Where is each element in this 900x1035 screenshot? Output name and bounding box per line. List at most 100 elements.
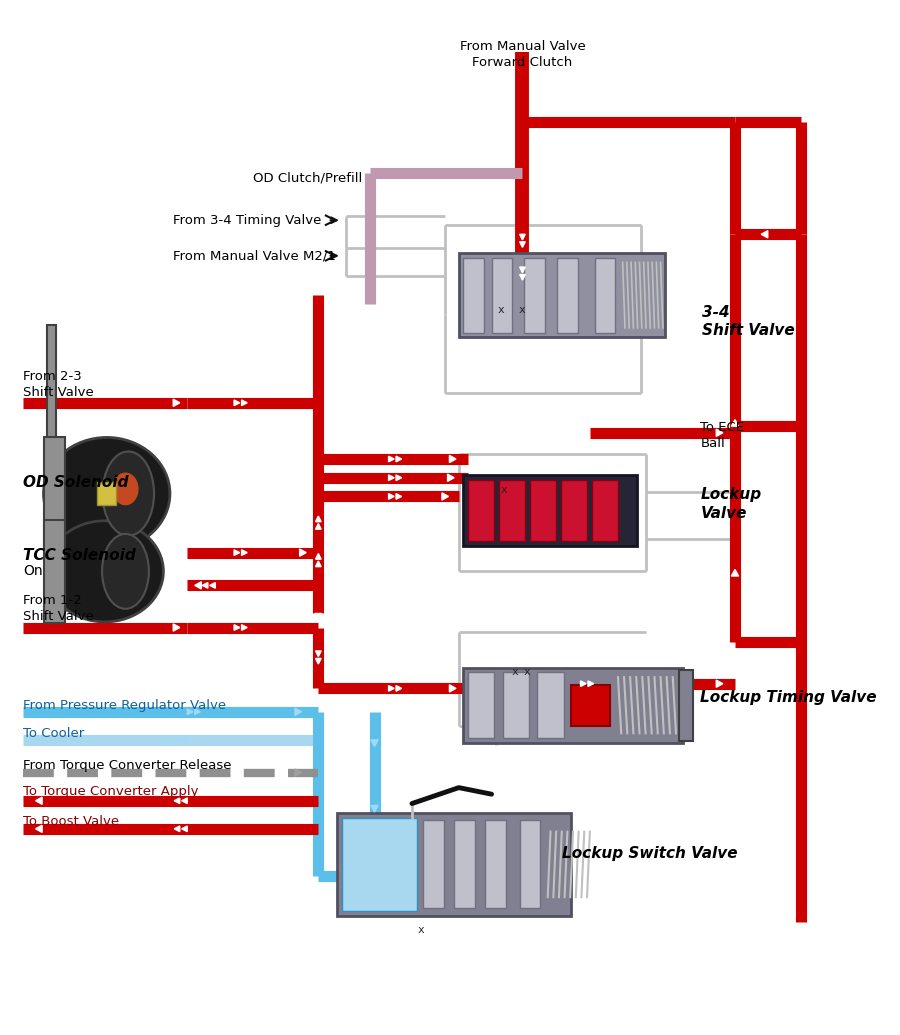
Polygon shape xyxy=(716,680,723,687)
Polygon shape xyxy=(396,475,401,480)
Polygon shape xyxy=(194,582,202,589)
Polygon shape xyxy=(575,430,580,436)
Bar xyxy=(679,670,693,741)
Bar xyxy=(503,673,529,738)
Bar xyxy=(530,479,556,541)
Text: From Manual Valve
Forward Clutch: From Manual Valve Forward Clutch xyxy=(460,40,585,69)
Bar xyxy=(491,258,512,332)
Text: x: x xyxy=(500,484,507,495)
Polygon shape xyxy=(36,825,42,832)
Bar xyxy=(468,479,494,541)
Polygon shape xyxy=(182,737,187,743)
Polygon shape xyxy=(36,797,42,804)
Text: From 3-4 Timing Valve: From 3-4 Timing Valve xyxy=(173,213,321,227)
Bar xyxy=(525,258,544,332)
Text: Lockup Timing Valve: Lockup Timing Valve xyxy=(700,690,877,705)
Polygon shape xyxy=(732,419,739,426)
Text: To Cooler: To Cooler xyxy=(23,727,85,740)
Polygon shape xyxy=(241,400,248,406)
Text: x: x xyxy=(519,305,526,315)
Text: Lockup Switch Valve: Lockup Switch Valve xyxy=(562,846,737,861)
Polygon shape xyxy=(732,569,739,576)
Text: 3-4
Shift Valve: 3-4 Shift Valve xyxy=(702,304,795,338)
Polygon shape xyxy=(396,456,401,462)
Text: x: x xyxy=(498,305,504,315)
Polygon shape xyxy=(182,826,187,832)
Bar xyxy=(44,520,65,623)
Polygon shape xyxy=(300,549,306,556)
Text: From 2-3
Shift Valve: From 2-3 Shift Valve xyxy=(23,369,94,398)
Polygon shape xyxy=(449,455,456,463)
Polygon shape xyxy=(316,516,321,522)
Text: From Manual Valve M2/1: From Manual Valve M2/1 xyxy=(173,249,336,262)
Polygon shape xyxy=(295,708,302,715)
Polygon shape xyxy=(175,826,180,832)
Polygon shape xyxy=(194,709,201,714)
Bar xyxy=(97,482,116,505)
Polygon shape xyxy=(396,685,401,691)
Polygon shape xyxy=(316,561,321,566)
Text: To Torque Converter Apply: To Torque Converter Apply xyxy=(23,785,199,798)
Polygon shape xyxy=(447,474,454,481)
Ellipse shape xyxy=(112,473,139,505)
Bar xyxy=(591,479,618,541)
Polygon shape xyxy=(449,685,456,692)
Polygon shape xyxy=(234,625,239,630)
Text: TCC Solenoid: TCC Solenoid xyxy=(23,548,136,563)
Bar xyxy=(519,821,540,909)
Polygon shape xyxy=(316,524,321,529)
Polygon shape xyxy=(202,583,208,588)
Ellipse shape xyxy=(102,534,148,609)
Text: From 1-2
Shift Valve: From 1-2 Shift Valve xyxy=(23,594,94,623)
Polygon shape xyxy=(36,736,42,743)
Polygon shape xyxy=(716,430,723,437)
Text: x: x xyxy=(418,925,425,935)
Polygon shape xyxy=(389,475,394,480)
Polygon shape xyxy=(210,583,215,588)
Text: From Torque Converter Release: From Torque Converter Release xyxy=(23,759,232,772)
Bar xyxy=(459,253,665,337)
Polygon shape xyxy=(371,740,378,746)
Polygon shape xyxy=(173,624,180,631)
Bar xyxy=(454,821,474,909)
Text: To Boost Valve: To Boost Valve xyxy=(23,815,120,828)
Polygon shape xyxy=(175,798,180,803)
Text: On: On xyxy=(23,564,43,579)
Bar xyxy=(561,479,587,541)
Bar xyxy=(338,812,572,916)
Bar xyxy=(572,684,610,726)
Text: x: x xyxy=(524,668,530,678)
Polygon shape xyxy=(519,267,526,272)
Bar xyxy=(44,438,65,550)
Polygon shape xyxy=(182,798,187,803)
Polygon shape xyxy=(241,625,248,630)
Polygon shape xyxy=(234,550,239,556)
Bar xyxy=(464,475,636,546)
Polygon shape xyxy=(241,550,248,556)
Polygon shape xyxy=(580,681,586,686)
Polygon shape xyxy=(316,658,321,664)
Polygon shape xyxy=(173,400,180,407)
Bar xyxy=(342,818,417,911)
Polygon shape xyxy=(234,400,239,406)
Polygon shape xyxy=(316,651,321,656)
Polygon shape xyxy=(442,493,448,500)
Bar xyxy=(537,673,563,738)
Polygon shape xyxy=(389,456,394,462)
Polygon shape xyxy=(389,685,394,691)
Bar xyxy=(499,479,526,541)
Polygon shape xyxy=(519,242,526,247)
Bar xyxy=(485,821,506,909)
Text: Lockup
Valve: Lockup Valve xyxy=(700,487,761,521)
Polygon shape xyxy=(371,805,378,812)
Bar xyxy=(464,668,683,743)
Text: OD Clutch/Prefill: OD Clutch/Prefill xyxy=(253,172,362,184)
Bar xyxy=(468,673,494,738)
Polygon shape xyxy=(761,231,768,238)
Text: x: x xyxy=(511,668,518,678)
Polygon shape xyxy=(295,769,302,776)
Bar xyxy=(557,258,578,332)
Polygon shape xyxy=(175,737,180,743)
Polygon shape xyxy=(389,494,394,499)
Ellipse shape xyxy=(46,521,164,622)
